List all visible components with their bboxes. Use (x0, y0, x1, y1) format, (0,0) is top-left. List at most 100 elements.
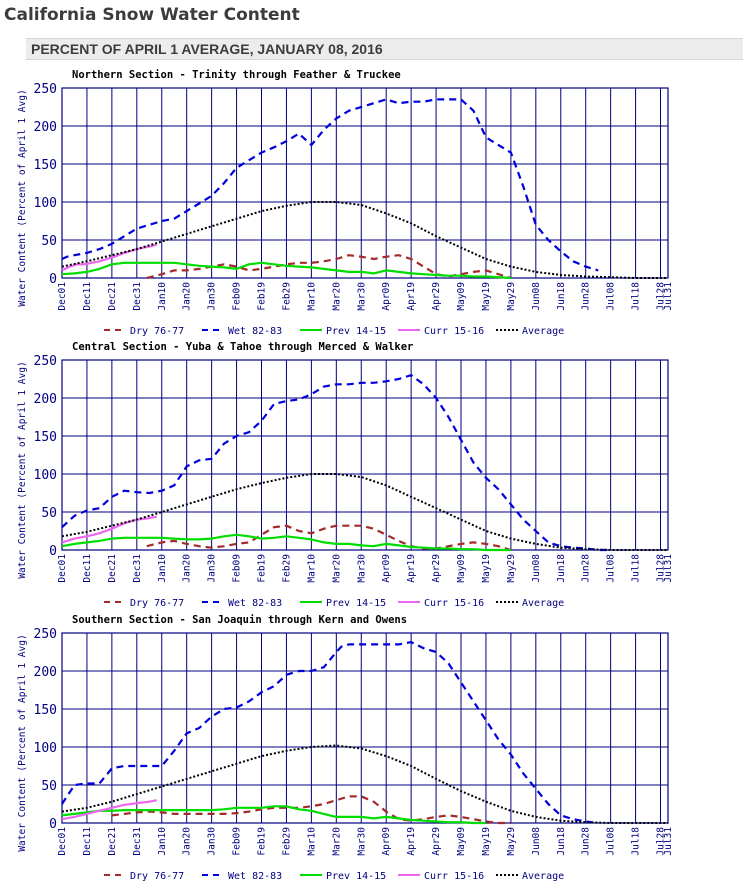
x-tick-label: Jul08 (606, 282, 617, 311)
x-tick-label: Feb19 (257, 827, 268, 856)
x-tick-label: Jul31 (663, 827, 674, 856)
x-tick-label: Jun08 (531, 554, 542, 583)
series-line-curr (61, 515, 158, 544)
x-tick-label: Jul28 (656, 282, 667, 311)
legend-label: Average (522, 598, 564, 609)
x-tick-label: Dec11 (82, 282, 93, 311)
x-tick-label: Feb19 (257, 554, 268, 583)
x-tick-label: Jul28 (656, 554, 667, 583)
x-tick-label: Jun18 (556, 554, 567, 583)
y-tick-label: 200 (34, 392, 57, 407)
y-tick-label: 150 (34, 703, 57, 718)
x-tick-label: Mar20 (331, 282, 342, 311)
x-tick-label: Apr19 (406, 554, 417, 583)
x-tick-label: May29 (506, 282, 517, 311)
y-tick-label: 50 (41, 779, 57, 794)
x-tick-label: Jan10 (157, 282, 168, 311)
x-tick-label: Jun28 (581, 827, 592, 856)
x-tick-label: May29 (506, 554, 517, 583)
legend-label: Average (522, 326, 564, 337)
x-tick-label: May09 (456, 827, 467, 856)
x-tick-label: Jun28 (581, 554, 592, 583)
x-tick-label: Feb09 (232, 554, 243, 583)
subtitle-text: PERCENT OF APRIL 1 AVERAGE, JANUARY 08, … (31, 41, 383, 57)
x-tick-label: Dec21 (107, 827, 118, 856)
subtitle-bar: PERCENT OF APRIL 1 AVERAGE, JANUARY 08, … (26, 38, 743, 60)
x-tick-label: Jan10 (157, 827, 168, 856)
x-tick-label: Jan30 (207, 554, 218, 583)
series-line-dry (111, 795, 511, 825)
x-tick-label: Dec11 (82, 827, 93, 856)
series-line-prev (61, 533, 511, 552)
x-tick-label: Mar20 (331, 827, 342, 856)
x-tick-label: Apr29 (431, 282, 442, 311)
x-tick-label: May29 (506, 827, 517, 856)
plot-area (61, 359, 669, 551)
legend-label: Prev 14-15 (326, 871, 386, 882)
x-tick-label: Jan30 (207, 282, 218, 311)
x-tick-label: Jun18 (556, 827, 567, 856)
series-line-wet (61, 98, 599, 272)
x-tick-label: Jul31 (663, 554, 674, 583)
y-tick-label: 0 (49, 544, 57, 559)
page-title: California Snow Water Content (4, 5, 300, 25)
x-tick-label: Mar30 (356, 827, 367, 856)
series-line-curr (61, 799, 158, 821)
x-tick-label: May19 (481, 282, 492, 311)
x-tick-label: Dec21 (107, 282, 118, 311)
x-tick-label: Dec01 (57, 282, 68, 311)
x-tick-label: Jan10 (157, 554, 168, 583)
x-tick-label: Mar10 (306, 554, 317, 583)
x-tick-label: Dec11 (82, 554, 93, 583)
y-tick-label: 50 (41, 234, 57, 249)
x-tick-label: Apr29 (431, 827, 442, 856)
legend-label: Wet 82-83 (228, 326, 282, 337)
series-line-prev (61, 261, 511, 280)
y-axis-label: Water Content (Percent of April 1 Avg) (17, 361, 28, 578)
series-line-curr (61, 243, 158, 272)
x-tick-label: Mar20 (331, 554, 342, 583)
x-tick-label: Jan20 (182, 282, 193, 311)
legend-label: Prev 14-15 (326, 598, 386, 609)
x-tick-label: Dec31 (132, 554, 143, 583)
x-tick-label: Mar30 (356, 554, 367, 583)
y-axis-label: Water Content (Percent of April 1 Avg) (17, 89, 28, 306)
series-line-wet (61, 374, 611, 552)
plot-area (61, 632, 669, 824)
legend-label: Curr 15-16 (424, 871, 484, 882)
y-tick-label: 0 (49, 817, 57, 832)
x-tick-label: Jul08 (606, 554, 617, 583)
y-tick-label: 50 (41, 506, 57, 521)
x-tick-label: Jan20 (182, 554, 193, 583)
legend-label: Prev 14-15 (326, 326, 386, 337)
legend-label: Curr 15-16 (424, 598, 484, 609)
series-line-wet (61, 641, 599, 825)
x-tick-label: Dec01 (57, 554, 68, 583)
x-tick-label: Feb09 (232, 827, 243, 856)
y-tick-label: 250 (34, 354, 57, 369)
x-tick-label: Jul08 (606, 827, 617, 856)
x-tick-label: Jul31 (663, 282, 674, 311)
x-tick-label: Dec31 (132, 827, 143, 856)
x-tick-label: Apr09 (381, 827, 392, 856)
legend-label: Wet 82-83 (228, 871, 282, 882)
x-tick-label: Jun08 (531, 282, 542, 311)
legend-label: Dry 76-77 (130, 598, 184, 609)
x-tick-label: May09 (456, 282, 467, 311)
series-line-average (61, 473, 668, 551)
x-tick-label: Jul18 (631, 554, 642, 583)
x-tick-label: Feb29 (281, 827, 292, 856)
x-tick-label: Jul28 (656, 827, 667, 856)
x-tick-label: Jan20 (182, 827, 193, 856)
x-tick-label: Dec01 (57, 827, 68, 856)
x-tick-label: Jul18 (631, 282, 642, 311)
chart-title: Southern Section - San Joaquin through K… (72, 614, 407, 626)
x-tick-label: Feb29 (281, 282, 292, 311)
legend-label: Curr 15-16 (424, 326, 484, 337)
legend-label: Wet 82-83 (228, 598, 282, 609)
x-tick-label: Mar10 (306, 827, 317, 856)
legend-label: Dry 76-77 (130, 326, 184, 337)
x-tick-label: May09 (456, 554, 467, 583)
plot-area (61, 87, 669, 279)
x-tick-label: Dec21 (107, 554, 118, 583)
